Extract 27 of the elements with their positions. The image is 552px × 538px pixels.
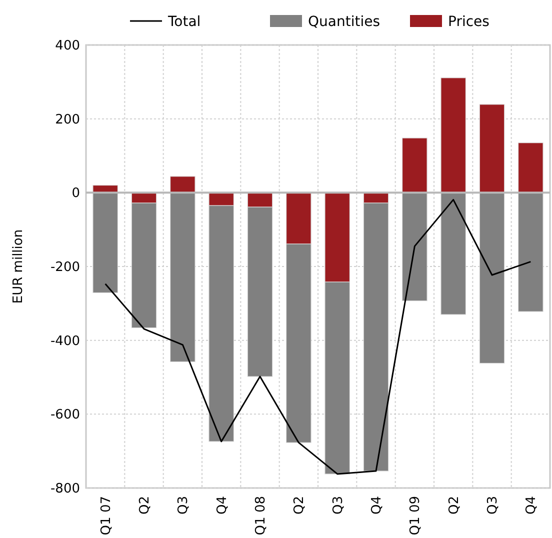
bar <box>518 142 544 193</box>
legend-label: Quantities <box>308 14 380 30</box>
y-tick-label: 400 <box>55 38 80 54</box>
x-tick-label: Q4 <box>524 496 540 515</box>
y-tick-label: 200 <box>55 112 80 128</box>
y-tick-label: -400 <box>50 334 80 349</box>
x-tick-label: Q2 <box>446 496 462 515</box>
x-tick-label: Q1 07 <box>98 496 114 536</box>
line-series <box>104 198 532 475</box>
legend-label: Prices <box>448 14 490 30</box>
y-tick-label: -200 <box>50 260 80 276</box>
y-axis-title: EUR million <box>11 229 26 304</box>
legend-label: Total <box>167 14 201 30</box>
x-tick-label: Q3 <box>176 496 192 515</box>
bar <box>402 138 428 193</box>
x-tick-label: Q4 <box>370 496 385 515</box>
x-tick-label: Q3 <box>486 496 501 515</box>
x-tick-label: Q4 <box>214 496 230 515</box>
y-tick-label: -600 <box>50 408 80 423</box>
x-tick-label: Q1 09 <box>408 496 424 536</box>
x-tick-label: Q2 <box>292 496 308 515</box>
y-tick-label: 0 <box>72 186 80 202</box>
y-tick-label: -800 <box>50 482 80 497</box>
x-tick-label: Q3 <box>330 496 346 515</box>
x-tick-label: Q2 <box>138 496 153 515</box>
x-tick-label: Q1 08 <box>254 496 269 536</box>
bar <box>170 176 196 193</box>
